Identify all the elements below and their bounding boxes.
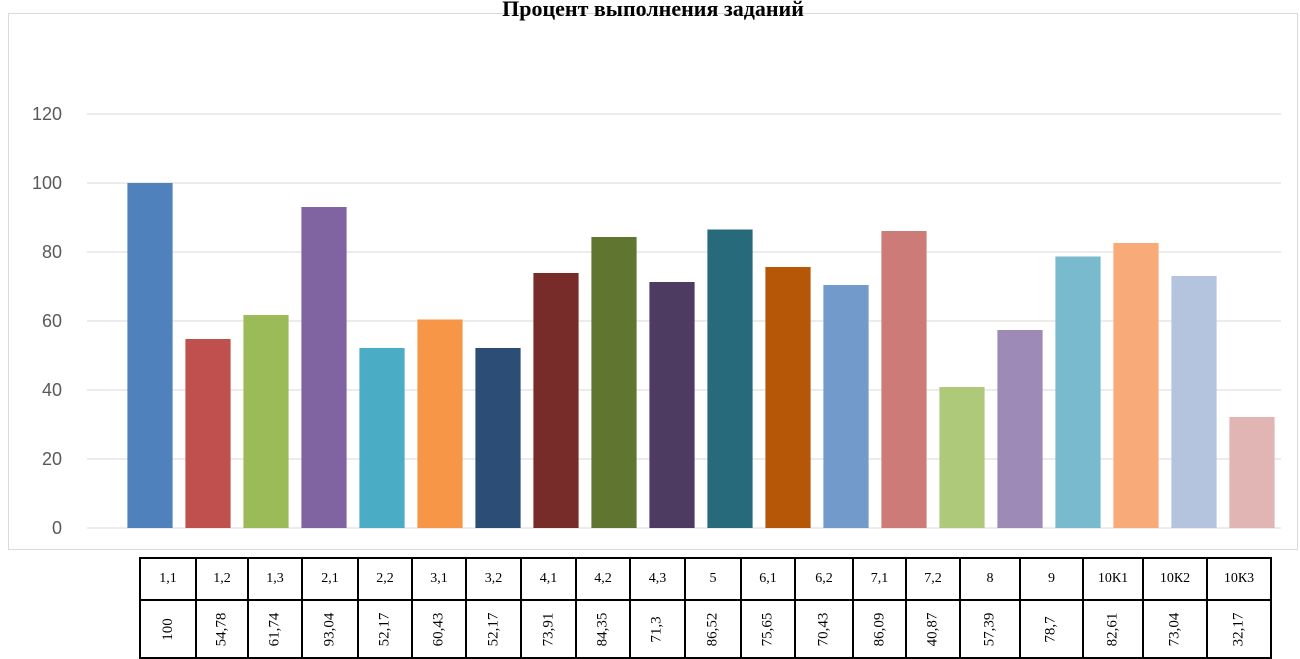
table-value-label: 71,3 <box>649 615 665 643</box>
table-value-cell: 75,65 <box>740 599 796 659</box>
table-category-cell: 9 <box>1019 557 1084 601</box>
table-value-cell: 93,04 <box>301 599 359 659</box>
bar-2,1 <box>301 207 347 528</box>
bar-10К3 <box>1229 417 1275 528</box>
table-value-cell: 78,7 <box>1019 599 1084 659</box>
chart-area: Процент выполнения заданий 0 20 40 60 80 100 1… <box>8 0 1298 550</box>
table-category-cell: 1,1 <box>139 557 197 601</box>
bar-5 <box>707 229 753 528</box>
table-value-label: 57,39 <box>981 612 998 646</box>
table-category-cell: 1,3 <box>247 557 303 601</box>
y-tick-label: 120 <box>32 104 62 124</box>
bar-8 <box>997 330 1043 528</box>
table-value-cell: 86,52 <box>684 599 742 659</box>
bar-9 <box>1055 256 1101 528</box>
table-value-label: 82,61 <box>1104 612 1121 646</box>
y-axis-ticks: 0 20 40 60 80 100 120 <box>32 104 62 538</box>
bar-1,1 <box>127 183 173 528</box>
table-value-cell: 52,17 <box>465 599 522 659</box>
table-value-label: 93,04 <box>321 612 338 646</box>
chart-title: Процент выполнения заданий <box>502 0 804 21</box>
table-value-label: 60,43 <box>430 612 447 646</box>
table-value-cell: 73,91 <box>520 599 577 659</box>
table-value-cell: 54,78 <box>195 599 249 659</box>
chart-plot: 0 20 40 60 80 100 120 <box>32 104 1281 538</box>
table-category-cell: 4,3 <box>629 557 686 601</box>
table-value-label: 73,91 <box>540 612 556 646</box>
table-value-cell: 61,74 <box>247 599 303 659</box>
table-value-cell: 100 <box>139 599 197 659</box>
table-category-cell: 2,1 <box>301 557 359 601</box>
table-value-cell: 73,04 <box>1142 599 1208 659</box>
bar-4,2 <box>591 237 637 528</box>
bar-4,3 <box>649 282 695 528</box>
table-value-cell: 40,87 <box>905 599 961 659</box>
bar-10К1 <box>1113 243 1159 528</box>
table-value-label: 61,74 <box>266 612 283 646</box>
table-value-label: 86,09 <box>871 612 887 646</box>
table-category-cell: 7,1 <box>852 557 907 601</box>
bar-3,1 <box>417 319 463 528</box>
table-value-label: 40,87 <box>924 612 941 646</box>
table-value-cell: 71,3 <box>629 599 686 659</box>
bar-6,1 <box>765 267 811 528</box>
bar-1,2 <box>185 339 231 528</box>
table-value-label: 78,7 <box>1043 615 1059 643</box>
table-value-label: 84,35 <box>594 612 611 646</box>
table-category-cell: 10К1 <box>1082 557 1144 601</box>
bar-3,2 <box>475 348 521 528</box>
table-value-label: 73,04 <box>1166 612 1183 646</box>
table-category-cell: 6,2 <box>794 557 854 601</box>
y-tick-label: 0 <box>52 518 62 538</box>
table-category-cell: 10К3 <box>1206 557 1272 601</box>
bar-4,1 <box>533 273 579 528</box>
bar-10К2 <box>1171 276 1217 528</box>
bar-1,3 <box>243 315 289 528</box>
table-category-cell: 3,2 <box>465 557 522 601</box>
table-category-cell: 4,1 <box>520 557 577 601</box>
table-value-label: 100 <box>159 617 176 641</box>
table-value-label: 54,78 <box>213 612 230 646</box>
table-value-cell: 52,17 <box>357 599 413 659</box>
y-tick-label: 60 <box>42 311 62 331</box>
table-value-label: 52,17 <box>485 612 501 646</box>
table-category-cell: 1,2 <box>195 557 249 601</box>
table-value-label: 52,17 <box>376 612 393 646</box>
table-category-cell: 2,2 <box>357 557 413 601</box>
table-value-label: 75,65 <box>759 612 776 646</box>
table-value-cell: 84,35 <box>575 599 631 659</box>
table-category-cell: 7,2 <box>905 557 961 601</box>
table-value-cell: 86,09 <box>852 599 907 659</box>
bar-7,1 <box>881 231 927 528</box>
table-category-cell: 5 <box>684 557 742 601</box>
y-tick-label: 100 <box>32 173 62 193</box>
table-value-cell: 70,43 <box>794 599 854 659</box>
category-row: 1,1 1,2 1,3 2,1 2,2 3,1 3,2 4,1 4,2 4,3 5 6,1 6,2 7,1… <box>139 557 1272 601</box>
y-tick-label: 80 <box>42 242 62 262</box>
y-tick-label: 20 <box>42 449 62 469</box>
bar-6,2 <box>823 285 869 528</box>
bar-7,2 <box>939 387 985 528</box>
table-category-cell: 3,1 <box>411 557 467 601</box>
table-value-cell: 60,43 <box>411 599 467 659</box>
table-category-cell: 4,2 <box>575 557 631 601</box>
table-category-cell: 8 <box>959 557 1021 601</box>
table-category-cell: 10К2 <box>1142 557 1208 601</box>
data-table: 1,1 1,2 1,3 2,1 2,2 3,1 3,2 4,1 4,2 4,3 5 6,1 6,2 7,1… <box>139 557 1272 659</box>
y-tick-label: 40 <box>42 380 62 400</box>
value-row: 100 54,78 61,74 93,04 52,17 60,43 52,17 73,91 84… <box>139 599 1272 659</box>
bar-2,2 <box>359 348 405 528</box>
table-value-label: 86,52 <box>704 612 721 646</box>
table-category-cell: 6,1 <box>740 557 796 601</box>
table-value-label: 32,17 <box>1230 612 1247 646</box>
table-value-cell: 57,39 <box>959 599 1021 659</box>
table-value-cell: 82,61 <box>1082 599 1144 659</box>
table-value-label: 70,43 <box>815 612 832 646</box>
bars <box>127 183 1275 528</box>
table-value-cell: 32,17 <box>1206 599 1272 659</box>
